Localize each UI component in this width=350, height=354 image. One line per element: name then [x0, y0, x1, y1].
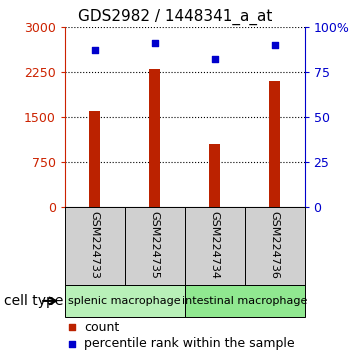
Bar — [185, 285, 304, 317]
Text: cell type: cell type — [4, 294, 63, 308]
Bar — [209, 144, 220, 207]
Bar — [89, 111, 100, 207]
Text: splenic macrophage: splenic macrophage — [68, 296, 181, 306]
Text: count: count — [84, 321, 119, 334]
Point — [212, 56, 217, 62]
Text: GDS2982 / 1448341_a_at: GDS2982 / 1448341_a_at — [78, 9, 272, 25]
Point — [69, 324, 75, 330]
Point — [152, 40, 158, 46]
Point — [69, 341, 75, 347]
Text: GSM224734: GSM224734 — [210, 211, 219, 279]
Bar — [245, 207, 304, 285]
Bar — [65, 285, 185, 317]
Bar — [65, 207, 125, 285]
Bar — [125, 207, 185, 285]
Text: GSM224735: GSM224735 — [150, 211, 160, 279]
Bar — [269, 81, 280, 207]
Text: intestinal macrophage: intestinal macrophage — [182, 296, 307, 306]
Bar — [149, 69, 160, 207]
Point — [272, 42, 277, 47]
Point — [92, 47, 98, 53]
Text: GSM224733: GSM224733 — [90, 211, 100, 279]
Text: GSM224736: GSM224736 — [270, 211, 280, 279]
Bar — [185, 207, 245, 285]
Text: percentile rank within the sample: percentile rank within the sample — [84, 337, 295, 350]
